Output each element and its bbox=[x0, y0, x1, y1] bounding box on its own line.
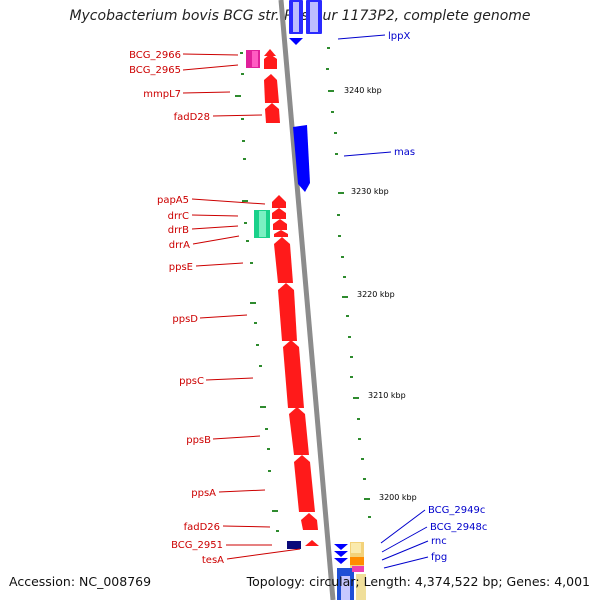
scale-label: 3210 kbp bbox=[368, 391, 406, 400]
gene-label: BCG_2951 bbox=[171, 540, 223, 551]
gene-label: ppsB bbox=[186, 435, 211, 446]
gene-label: lppX bbox=[388, 31, 410, 42]
gene-ppsC bbox=[283, 340, 304, 408]
gene-label: ppsD bbox=[172, 314, 198, 325]
gene-label: BCG_2966 bbox=[129, 50, 181, 61]
gene-label: drrC bbox=[168, 211, 189, 222]
scale-label: 3240 kbp bbox=[344, 86, 382, 95]
left-labels: BCG_2966 BCG_2965 mmpL7 fadD28 papA5 drr… bbox=[129, 50, 301, 566]
gene-label: drrB bbox=[168, 225, 189, 236]
gene-label: ppsA bbox=[191, 488, 216, 499]
gene-label: fpg bbox=[431, 552, 447, 563]
forward-strand-genes bbox=[264, 49, 319, 546]
inner-tick-marks bbox=[235, 52, 279, 532]
gene-BCG-2951 bbox=[287, 541, 301, 549]
scale-label: 3220 kbp bbox=[357, 290, 395, 299]
gene-label: rnc bbox=[431, 536, 447, 547]
gene-label: fadD28 bbox=[174, 112, 210, 123]
gene-fadD28 bbox=[265, 103, 280, 123]
gene-rnc bbox=[334, 558, 348, 564]
gene-label: BCG_2949c bbox=[428, 505, 485, 516]
gene-label: drrA bbox=[169, 240, 190, 251]
gene-label: BCG_2965 bbox=[129, 65, 181, 76]
gene-label: tesA bbox=[202, 555, 224, 566]
accession-text: Accession: NC_008769 bbox=[9, 574, 152, 589]
gene-drrA bbox=[274, 230, 288, 237]
scale-label: 3200 kbp bbox=[379, 493, 417, 502]
gene-label: ppsE bbox=[169, 262, 193, 273]
gene-label: mmpL7 bbox=[143, 89, 181, 100]
gene-label: BCG_2948c bbox=[430, 522, 487, 533]
gene-tesA bbox=[305, 540, 319, 546]
reverse-strand-genes bbox=[287, 0, 354, 600]
gene-label: papA5 bbox=[157, 195, 189, 206]
scale-label: 3230 kbp bbox=[351, 187, 389, 196]
right-labels: lppX mas BCG_2949c BCG_2948c rnc fpg bbox=[337, 31, 487, 569]
gene-ppsD bbox=[278, 283, 297, 341]
gene-label: fadD26 bbox=[184, 522, 220, 533]
gene-BCG-2948c bbox=[334, 551, 348, 557]
topology-text: Topology: circular; Length: 4,374,522 bp… bbox=[246, 574, 590, 589]
gene-papA5 bbox=[272, 195, 286, 208]
gene-drrB bbox=[273, 219, 287, 230]
gene-label: mas bbox=[394, 147, 415, 158]
gene-ppsB bbox=[289, 407, 309, 455]
gene-mmpL7 bbox=[264, 74, 279, 103]
gene-ppsA bbox=[294, 455, 315, 512]
gene-BCG-2966 bbox=[264, 49, 276, 56]
genome-backbone bbox=[278, 0, 336, 600]
gene-BCG-2949c bbox=[334, 544, 348, 550]
gene-drrC bbox=[272, 208, 286, 219]
outer-tick-marks bbox=[326, 47, 371, 518]
gene-label: ppsC bbox=[179, 376, 204, 387]
gene-mas bbox=[293, 125, 310, 192]
gene-lppX-arrow bbox=[289, 38, 303, 45]
gene-BCG-2965 bbox=[264, 59, 277, 69]
gene-fadD26 bbox=[301, 513, 318, 530]
gene-ppsE bbox=[274, 237, 293, 283]
